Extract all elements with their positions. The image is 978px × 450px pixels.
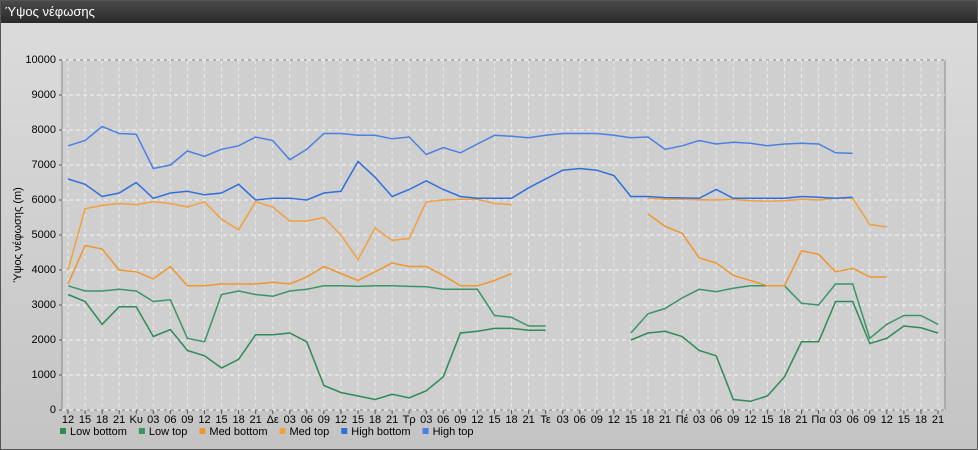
- x-tick-label: 03: [557, 414, 569, 426]
- x-tick-label: Πέ: [676, 414, 689, 426]
- y-tick-label: 4000: [32, 264, 56, 276]
- y-tick-label: 0: [50, 404, 56, 416]
- y-tick-label: 1000: [32, 369, 56, 381]
- x-tick-label: 06: [164, 414, 176, 426]
- x-tick-label: 09: [318, 414, 330, 426]
- x-tick-label: 21: [659, 414, 671, 426]
- x-tick-label: 12: [881, 414, 893, 426]
- x-tick-label: 15: [488, 414, 500, 426]
- legend-swatch: [422, 428, 429, 434]
- x-tick-label: 18: [642, 414, 654, 426]
- x-tick-label: 15: [761, 414, 773, 426]
- x-tick-label: 12: [471, 414, 483, 426]
- x-tick-label: 18: [505, 414, 517, 426]
- x-tick-label: 21: [113, 414, 125, 426]
- y-tick-label: 10000: [25, 54, 56, 66]
- series-line: [67, 125, 853, 170]
- legend-label: High top: [433, 426, 474, 438]
- x-tick-label: 03: [693, 414, 705, 426]
- x-tick-label: 09: [864, 414, 876, 426]
- legend-label: Med bottom: [209, 426, 267, 438]
- y-tick-label: 2000: [32, 334, 56, 346]
- x-tick-label: 21: [386, 414, 398, 426]
- x-tick-label: 09: [727, 414, 739, 426]
- x-tick-label: 06: [437, 414, 449, 426]
- x-tick-label: 15: [352, 414, 364, 426]
- x-tick-label: 18: [369, 414, 381, 426]
- legend-label: High bottom: [351, 426, 410, 438]
- legend-label: Low bottom: [70, 426, 127, 438]
- y-tick-label: 8000: [32, 124, 56, 136]
- x-tick-label: 15: [898, 414, 910, 426]
- x-tick-label: 12: [335, 414, 347, 426]
- x-tick-label: Τρ: [403, 414, 416, 426]
- series-line: [67, 213, 887, 287]
- y-tick-label: 3000: [32, 299, 56, 311]
- x-tick-label: 06: [574, 414, 586, 426]
- x-tick-label: 12: [62, 414, 74, 426]
- legend-swatch: [199, 428, 206, 434]
- y-tick-label: 7000: [32, 159, 56, 171]
- legend-swatch: [138, 428, 145, 434]
- series-line: [67, 293, 939, 403]
- x-tick-label: Πα: [811, 414, 826, 426]
- legend-swatch: [60, 428, 66, 434]
- y-tick-label: 6000: [32, 194, 56, 206]
- legend-swatch: [341, 428, 348, 434]
- x-tick-label: 03: [420, 414, 432, 426]
- x-tick-label: 06: [710, 414, 722, 426]
- x-tick-label: 18: [232, 414, 244, 426]
- x-tick-label: 06: [301, 414, 313, 426]
- x-tick-label: 15: [215, 414, 227, 426]
- x-tick-label: 18: [915, 414, 927, 426]
- x-tick-label: 12: [198, 414, 210, 426]
- x-tick-label: 09: [591, 414, 603, 426]
- x-tick-label: 21: [932, 414, 944, 426]
- x-tick-label: 21: [795, 414, 807, 426]
- chart: Ύψος νέφωσης (m) 0 1000 2000 3000 4000 5000 60…: [12, 54, 946, 438]
- series-line: [67, 160, 853, 201]
- x-tick-label: Δε: [267, 414, 279, 426]
- x-tick-label: 18: [778, 414, 790, 426]
- x-tick-label: 21: [250, 414, 262, 426]
- x-tick-label: 03: [147, 414, 159, 426]
- x-tick-label: 03: [284, 414, 296, 426]
- y-tick-label: 9000: [32, 89, 56, 101]
- x-tick-label: 15: [625, 414, 637, 426]
- x-tick-label: 09: [181, 414, 193, 426]
- window-title: Ύψος νέφωσης: [1, 1, 977, 23]
- x-tick-label: Κυ: [130, 414, 143, 426]
- legend-label: Med top: [290, 426, 330, 438]
- y-axis-label: Ύψος νέφωσης (m): [12, 187, 24, 283]
- x-tick-label: Τε: [540, 414, 551, 426]
- x-tick-label: 15: [79, 414, 91, 426]
- x-tick-label: 21: [522, 414, 534, 426]
- x-tick-label: 06: [847, 414, 859, 426]
- x-tick-label: 03: [830, 414, 842, 426]
- y-tick-label: 5000: [32, 229, 56, 241]
- x-tick-label: 12: [608, 414, 620, 426]
- x-tick-label: 18: [96, 414, 108, 426]
- x-tick-label: 12: [744, 414, 756, 426]
- legend-swatch: [279, 428, 286, 434]
- legend-label: Low top: [149, 426, 188, 438]
- x-tick-label: 09: [454, 414, 466, 426]
